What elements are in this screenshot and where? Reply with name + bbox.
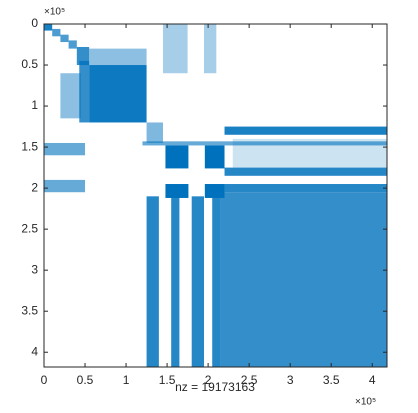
x-tick-label: 1.5 xyxy=(159,373,176,387)
nonzero-block xyxy=(224,167,387,176)
nonzero-block xyxy=(204,24,217,74)
nonzero-block xyxy=(146,122,163,143)
y-tick-label: 2 xyxy=(31,180,38,194)
nonzero-block xyxy=(204,145,225,169)
nonzero-block xyxy=(79,60,90,123)
x-tick-label: 3.5 xyxy=(323,373,340,387)
nonzero-block xyxy=(60,34,69,43)
y-tick-label: 2.5 xyxy=(21,221,38,235)
y-tick-label: 3.5 xyxy=(21,303,38,317)
nonzero-block xyxy=(60,73,81,119)
nonzero-block xyxy=(224,126,387,135)
nonzero-block xyxy=(44,24,53,31)
nonzero-block xyxy=(44,142,86,156)
nonzero-block xyxy=(162,24,188,74)
x-tick-label: 1 xyxy=(123,373,130,387)
y-tick-label: 1.5 xyxy=(21,139,38,153)
nonzero-block xyxy=(220,192,387,367)
nonzero-block xyxy=(165,145,189,169)
nonzero-block xyxy=(171,196,180,367)
axes-box xyxy=(43,23,388,368)
nonzero-block xyxy=(146,196,159,367)
x-tick-label: 2 xyxy=(205,373,212,387)
x-tick-label: 2.5 xyxy=(241,373,258,387)
nonzero-block xyxy=(212,188,221,367)
y-exponent-label: ×10⁵ xyxy=(44,7,65,18)
y-tick-label: 1 xyxy=(31,98,38,112)
x-tick-label: 4 xyxy=(369,373,376,387)
nonzero-block xyxy=(191,196,205,367)
x-tick-label: 0 xyxy=(41,373,48,387)
y-tick-label: 0.5 xyxy=(21,57,38,71)
nonzero-block xyxy=(165,184,189,198)
y-tick-label: 0 xyxy=(31,16,38,30)
x-exponent-label: ×10⁵ xyxy=(355,397,376,408)
y-tick-label: 4 xyxy=(31,344,38,358)
x-tick-label: 0.5 xyxy=(77,373,94,387)
nonzero-block xyxy=(44,179,86,193)
x-axis-label: nz = 19173163 xyxy=(175,380,255,394)
nonzero-block xyxy=(224,184,387,193)
nonzero-block xyxy=(76,46,90,66)
y-tick-label: 3 xyxy=(31,262,38,276)
nonzero-block xyxy=(142,141,387,146)
nonzero-block xyxy=(52,28,61,37)
nonzero-block xyxy=(89,48,147,66)
x-tick-label: 3 xyxy=(287,373,294,387)
nonzero-block xyxy=(68,40,77,49)
nonzero-block xyxy=(89,65,147,123)
